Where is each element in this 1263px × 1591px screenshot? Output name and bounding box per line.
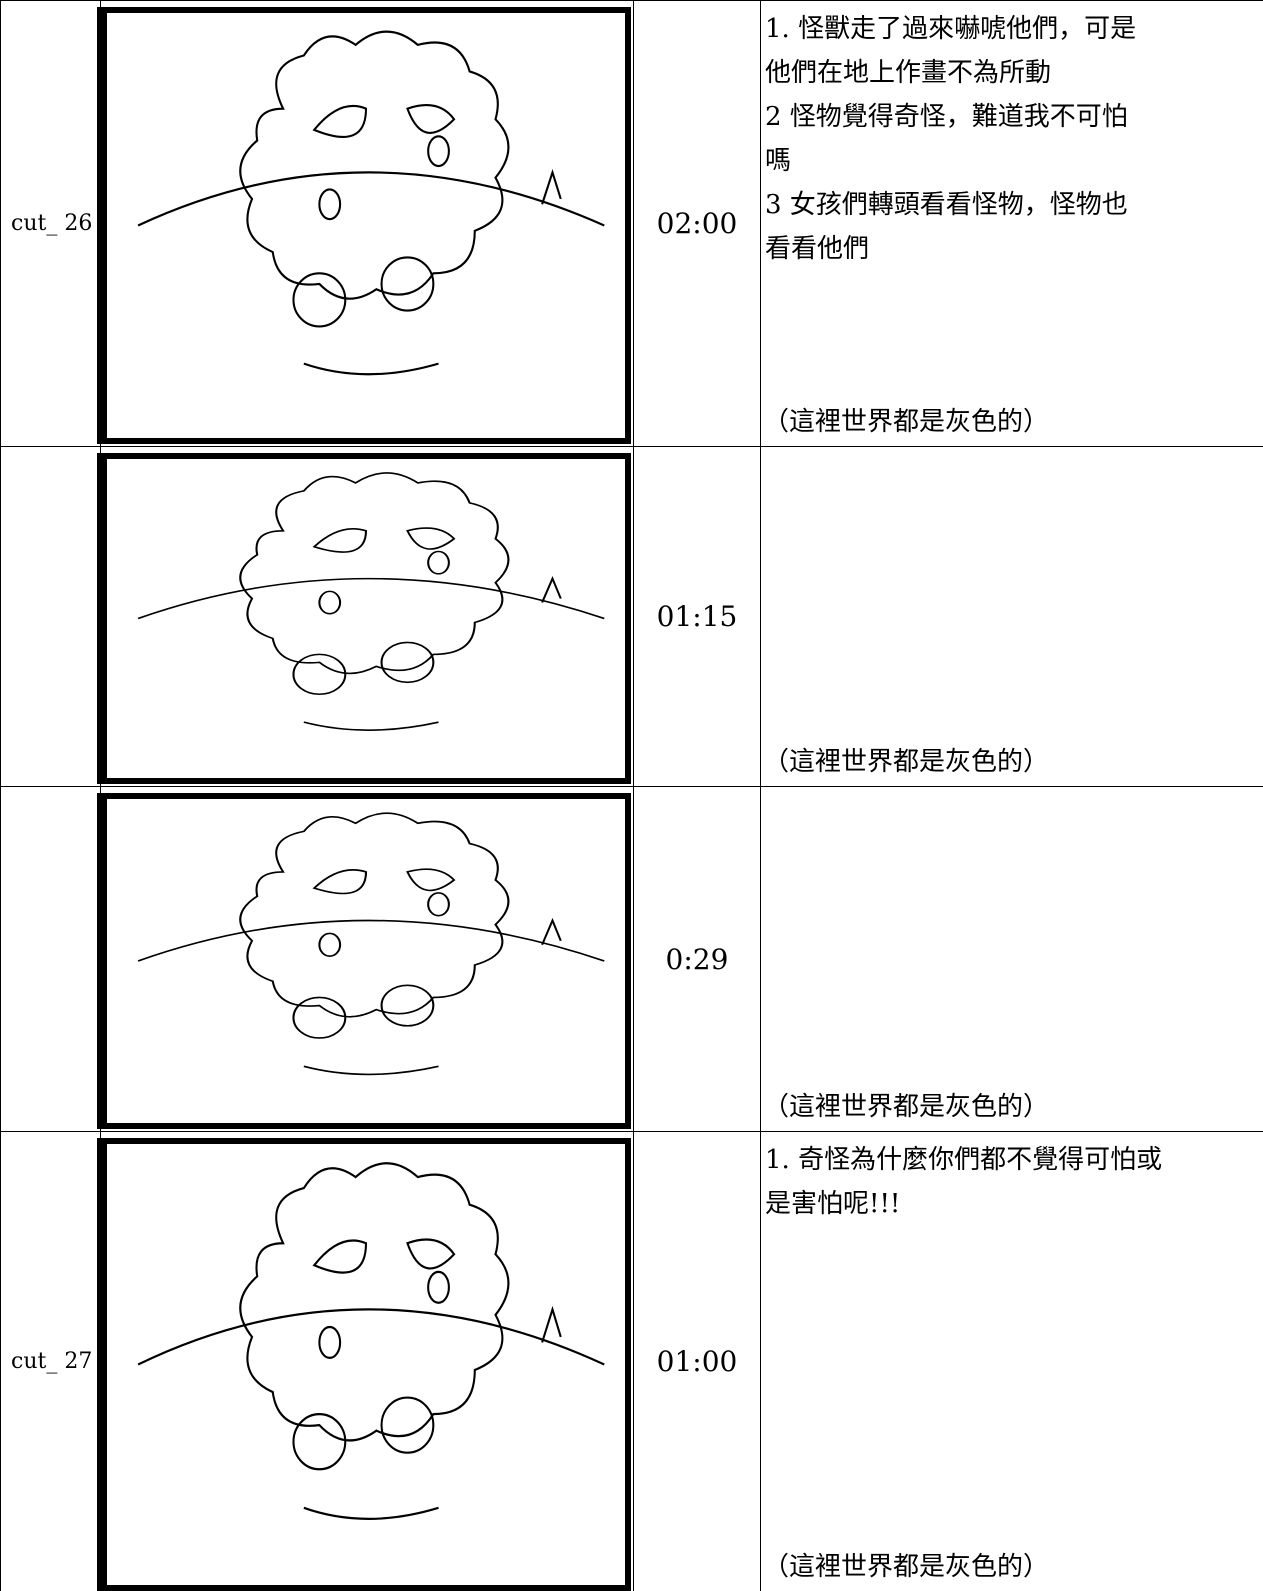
desc-line: 是害怕呢!!! xyxy=(765,1189,901,1219)
desc-cell: （這裡世界都是灰色的） xyxy=(761,787,1263,1132)
sketch xyxy=(137,812,605,1076)
desc-line: 他們在地上作畫不為所動 xyxy=(765,58,1052,88)
time-cell: 02:00 xyxy=(634,1,761,447)
sketch xyxy=(137,1162,605,1520)
frame xyxy=(97,7,631,444)
sketch xyxy=(137,472,605,731)
desc-line: 2 怪物覺得奇怪，難道我不可怕 xyxy=(765,102,1128,132)
desc-line: 嗎 xyxy=(765,146,792,176)
frame xyxy=(97,1138,631,1591)
desc-line: 看看他們 xyxy=(765,234,870,264)
image-cell xyxy=(97,1,634,447)
time-cell: 0:29 xyxy=(634,787,761,1132)
time-cell: 01:00 xyxy=(634,1132,761,1591)
note: （這裡世界都是灰色的） xyxy=(763,747,1050,777)
desc-cell: 1. 奇怪為什麼你們都不覺得可怕或 是害怕呢!!! （這裡世界都是灰色的） xyxy=(761,1132,1263,1591)
image-cell xyxy=(97,447,634,787)
desc-line: 1. 奇怪為什麼你們都不覺得可怕或 xyxy=(765,1145,1163,1175)
cut-cell xyxy=(1,787,101,1132)
desc-line: 3 女孩們轉頭看看怪物，怪物也 xyxy=(765,190,1128,220)
frame xyxy=(97,453,631,784)
cut-cell: cut_ 26 xyxy=(1,1,101,447)
time-cell: 01:15 xyxy=(634,447,761,787)
image-cell xyxy=(97,787,634,1132)
note: （這裡世界都是灰色的） xyxy=(763,1092,1050,1122)
desc-cell: （這裡世界都是灰色的） xyxy=(761,447,1263,787)
sketch xyxy=(137,30,605,376)
image-cell xyxy=(97,1132,634,1591)
cut-cell: cut_ 27 xyxy=(1,1132,101,1591)
desc-line: 1. 怪獸走了過來嚇唬他們，可是 xyxy=(765,14,1137,44)
frame xyxy=(97,793,631,1129)
note: （這裡世界都是灰色的） xyxy=(763,407,1050,437)
note: （這裡世界都是灰色的） xyxy=(763,1552,1050,1582)
desc-cell: 1. 怪獸走了過來嚇唬他們，可是 他們在地上作畫不為所動 2 怪物覺得奇怪，難道我不… xyxy=(761,1,1263,447)
cut-cell xyxy=(1,447,101,787)
